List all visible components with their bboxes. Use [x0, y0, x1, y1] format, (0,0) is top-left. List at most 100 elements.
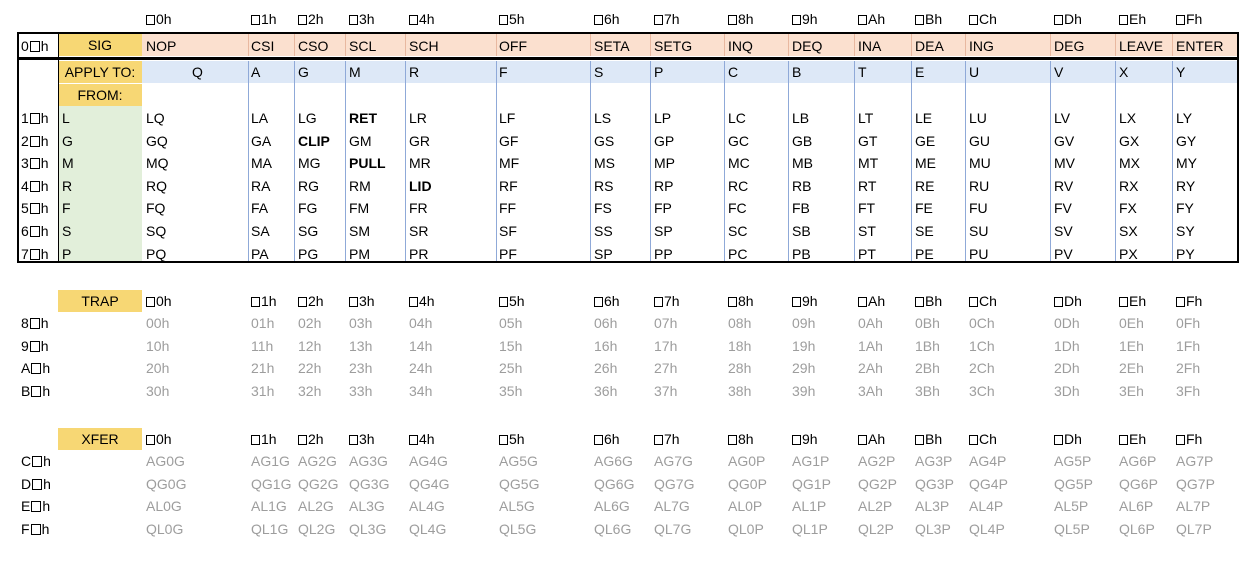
row-label-nibble: 5 — [21, 200, 29, 217]
column-header-label: 3h — [359, 431, 375, 447]
column-header-label: 2h — [308, 293, 324, 309]
sig-column-divider — [1172, 34, 1173, 56]
apply-to-value: E — [915, 64, 925, 80]
from-register: G — [62, 132, 73, 149]
xfer-code-cell: AG2G — [298, 453, 337, 469]
placeholder-box-icon — [31, 363, 42, 374]
trap-code-cell: 13h — [349, 337, 373, 354]
placeholder-box-icon — [728, 15, 737, 25]
column-header: 4h — [409, 9, 435, 29]
opcode-cell: PC — [728, 245, 748, 262]
xfer-code-cell: AG6P — [1119, 453, 1157, 469]
trap-code-cell: 0Ch — [969, 315, 995, 331]
placeholder-box-icon — [251, 435, 260, 445]
from-register: L — [62, 110, 70, 126]
opcode-cell: SB — [792, 223, 811, 239]
column-header: 9h — [792, 429, 818, 449]
apply-label-cell — [58, 61, 142, 83]
trap-code-cell: 12h — [298, 337, 322, 354]
column-header-label: 7h — [664, 293, 680, 309]
sig-op-ing: ING — [969, 38, 994, 54]
opcode-cell: GT — [858, 132, 878, 149]
sig-title: SIG — [87, 37, 113, 53]
row-label-hex-suffix: h — [40, 132, 49, 149]
xfer-code-cell: AL0P — [728, 498, 763, 514]
xfer-code-cell: QG4P — [969, 475, 1008, 492]
trap-code-cell: 20h — [146, 360, 170, 376]
trap-code-cell: 08h — [728, 315, 752, 331]
placeholder-box-icon — [915, 435, 924, 445]
trap-code-cell: 24h — [409, 360, 433, 376]
sig-column-divider — [1115, 34, 1116, 56]
column-header: 3h — [349, 291, 375, 311]
column-header-label: Bh — [925, 293, 943, 309]
sig-op-dea: DEA — [915, 38, 944, 54]
opcode-cell: MC — [728, 155, 750, 172]
column-header: Ch — [969, 291, 997, 311]
opcode-cell: RA — [251, 177, 271, 194]
column-header-label: 8h — [738, 11, 754, 27]
opcode-cell: SG — [298, 223, 319, 239]
opcode-cell: SR — [409, 223, 429, 239]
placeholder-box-icon — [146, 15, 155, 25]
row-label-nibble: F — [21, 520, 30, 537]
sig-column-divider — [965, 34, 966, 56]
trap-code-cell: 29h — [792, 360, 816, 376]
column-divider — [405, 61, 406, 261]
column-divider — [911, 61, 912, 261]
opcode-cell: PE — [915, 245, 934, 262]
placeholder-box-icon — [349, 297, 358, 307]
xfer-code-cell: QL6G — [594, 520, 632, 537]
opcode-cell: SX — [1119, 223, 1138, 239]
column-header: Ah — [858, 429, 885, 449]
opcode-cell: PY — [1176, 245, 1195, 262]
placeholder-box-icon — [251, 15, 260, 25]
apply-to-value: G — [298, 64, 309, 80]
sig-column-divider — [294, 34, 295, 56]
trap-code-cell: 36h — [594, 382, 618, 399]
opcode-cell: RS — [594, 177, 614, 194]
xfer-code-cell: QG0P — [728, 475, 767, 492]
column-header-label: Dh — [1064, 293, 1082, 309]
column-header-label: 9h — [802, 431, 818, 447]
opcode-cell: MA — [251, 155, 272, 172]
apply-to-value: A — [251, 64, 261, 80]
sig-op-sch: SCH — [409, 38, 439, 54]
opcode-cell: FC — [728, 200, 747, 217]
column-header: Bh — [915, 429, 942, 449]
row-label-hex-suffix: h — [40, 337, 49, 354]
opcode-cell: FR — [409, 200, 428, 217]
xfer-code-cell: QL1G — [251, 520, 289, 537]
xfer-code-cell: AG3G — [349, 453, 388, 469]
opcode-cell: PR — [409, 245, 429, 262]
row-label-hex-suffix: h — [43, 475, 51, 492]
opcode-cell: GR — [409, 132, 430, 149]
trap-code-cell: 38h — [728, 382, 752, 399]
xfer-code-cell: QL5G — [499, 520, 537, 537]
column-header-label: 7h — [664, 431, 680, 447]
trap-code-cell: 0Bh — [915, 315, 940, 331]
placeholder-box-icon — [298, 435, 307, 445]
apply-to-value: Q — [192, 64, 203, 80]
placeholder-box-icon — [349, 15, 358, 25]
xfer-code-cell: QL5P — [1054, 520, 1090, 537]
opcode-cell: FB — [792, 200, 810, 217]
column-divider — [496, 61, 497, 261]
column-header: 4h — [409, 429, 435, 449]
opcode-cell: PV — [1054, 245, 1073, 262]
opcode-cell: LP — [654, 110, 672, 126]
column-header-label: 1h — [261, 293, 277, 309]
opcode-cell: MP — [654, 155, 675, 172]
trap-code-cell: 0Ah — [858, 315, 883, 331]
column-header-label: Eh — [1129, 431, 1147, 447]
trap-code-cell: 2Ch — [969, 360, 995, 376]
column-header-label: 9h — [802, 293, 818, 309]
xfer-code-cell: AL5G — [499, 498, 535, 514]
sig-column-divider — [854, 34, 855, 56]
opcode-cell: MG — [298, 155, 321, 172]
column-header: 6h — [594, 9, 620, 29]
